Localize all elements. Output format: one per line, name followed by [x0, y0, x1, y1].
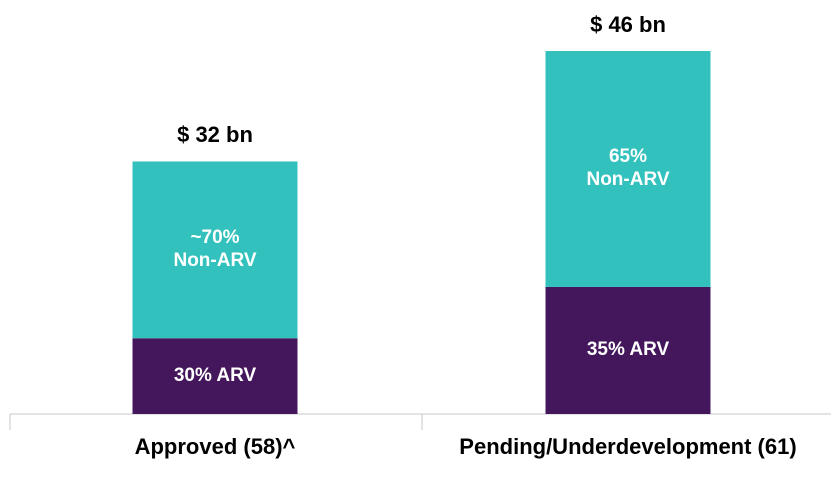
total-label: $ 46 bn [590, 12, 666, 37]
total-label: $ 32 bn [177, 122, 253, 148]
segment-label: ~70% Non-ARV [173, 226, 257, 271]
segment-label: 35% ARV [586, 338, 670, 360]
bar-segment [132, 338, 298, 414]
bar-segment [545, 51, 711, 287]
segment-label: 30% ARV [173, 364, 257, 386]
segment-label: 65% Non-ARV [586, 145, 670, 190]
bar-segment [545, 286, 711, 414]
x-tick-label: Pending/Underdevelopment (61) [459, 434, 797, 459]
x-tick-label: Approved (58)^ [134, 434, 296, 459]
bar-segment [132, 161, 298, 339]
